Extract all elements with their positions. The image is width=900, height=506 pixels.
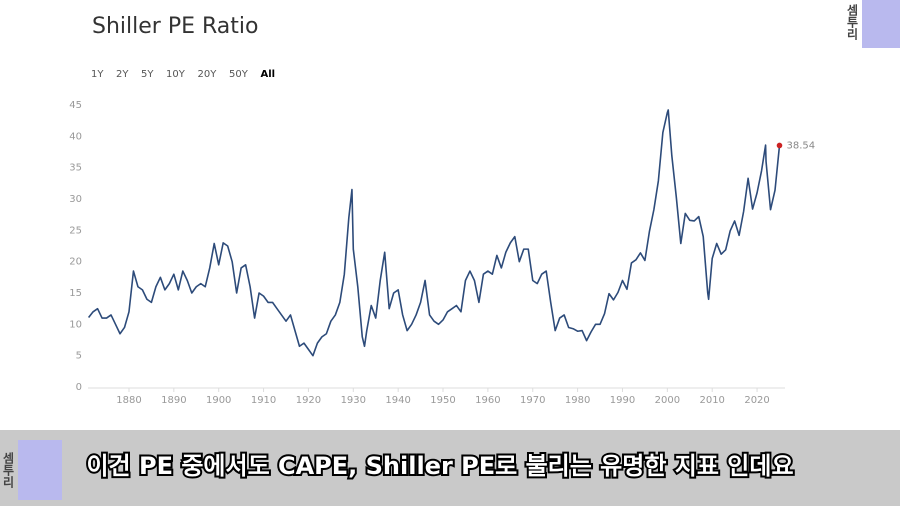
range-button[interactable]: 10Y	[166, 69, 186, 80]
x-tick-label: 1880	[116, 395, 141, 406]
y-tick-label: 20	[69, 257, 82, 268]
x-tick-label: 1930	[341, 395, 366, 406]
x-tick-label: 1900	[206, 395, 231, 406]
x-tick-label: 1890	[161, 395, 186, 406]
y-tick-label: 10	[69, 319, 82, 330]
chart-title: Shiller PE Ratio	[92, 14, 258, 39]
range-button[interactable]: 5Y	[141, 69, 154, 80]
y-tick-label: 30	[69, 194, 82, 205]
subtitle-band	[0, 430, 900, 506]
y-tick-label: 40	[69, 131, 82, 142]
x-tick-label: 1920	[296, 395, 321, 406]
range-button[interactable]: 50Y	[229, 69, 249, 80]
x-tick-label: 1950	[430, 395, 455, 406]
range-button[interactable]: 20Y	[198, 69, 218, 80]
x-tick-label: 2020	[744, 395, 769, 406]
logo: 셈투리	[1, 452, 15, 489]
x-tick-label: 2000	[655, 395, 680, 406]
x-tick-label: 1910	[251, 395, 276, 406]
end-marker	[776, 142, 783, 149]
y-tick-label: 35	[69, 163, 82, 174]
logo-box	[18, 440, 62, 500]
y-tick-label: 15	[69, 288, 82, 299]
range-button[interactable]: 1Y	[91, 69, 104, 80]
logo-box	[862, 0, 900, 48]
y-tick-label: 0	[76, 382, 82, 393]
x-tick-label: 1990	[610, 395, 635, 406]
x-tick-label: 2010	[699, 395, 724, 406]
x-tick-label: 1940	[385, 395, 410, 406]
y-tick-label: 5	[76, 351, 82, 362]
range-button[interactable]: All	[261, 69, 276, 80]
logo: 셈투리	[845, 4, 859, 41]
x-tick-label: 1960	[475, 395, 500, 406]
line	[87, 109, 781, 357]
y-tick-label: 25	[69, 225, 82, 236]
x-tick-label: 1970	[520, 395, 545, 406]
subtitle: 이건 PE 중에서도 CAPE, Shiller PE로 불리는 유명한 지표 …	[86, 452, 793, 480]
y-tick-label: 45	[69, 100, 82, 111]
x-tick-label: 1980	[565, 395, 590, 406]
range-button[interactable]: 2Y	[116, 69, 129, 80]
value-label: 38.54	[787, 140, 816, 151]
